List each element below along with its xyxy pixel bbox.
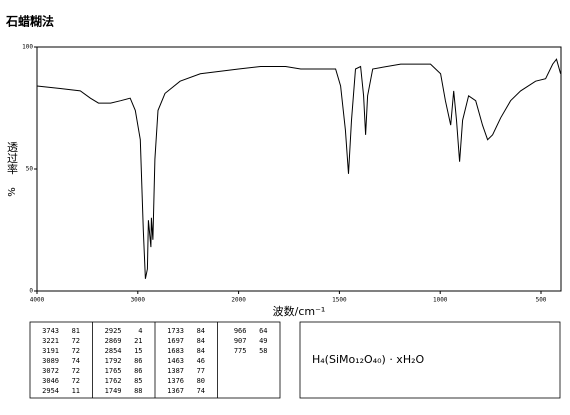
peak-wavenumber: 1387 — [167, 367, 184, 375]
y-tick-label: 50 — [26, 166, 34, 173]
peak-wavenumber: 3089 — [42, 357, 59, 365]
x-tick-label: 500 — [536, 297, 547, 304]
x-tick-label: 1000 — [433, 297, 448, 304]
peak-transmittance: 21 — [134, 337, 142, 345]
peak-transmittance: 84 — [197, 327, 205, 335]
x-tick-label: 1500 — [332, 297, 347, 304]
peak-transmittance: 58 — [259, 347, 267, 355]
peak-wavenumber: 1697 — [167, 337, 184, 345]
peak-transmittance: 84 — [197, 337, 205, 345]
peak-transmittance: 15 — [134, 347, 142, 355]
peak-wavenumber: 1463 — [167, 357, 184, 365]
x-tick-label: 2000 — [231, 297, 246, 304]
peak-transmittance: 81 — [72, 327, 80, 335]
peak-wavenumber: 2954 — [42, 387, 59, 395]
peak-transmittance: 46 — [197, 357, 205, 365]
x-axis-label: 波数/cm⁻¹ — [273, 305, 326, 318]
formula: H₄(SiMo₁₂O₄₀) · xH₂O — [312, 353, 425, 366]
peak-transmittance: 64 — [259, 327, 267, 335]
peak-transmittance: 86 — [134, 357, 142, 365]
peak-transmittance: 85 — [134, 377, 142, 385]
peak-wavenumber: 3221 — [42, 337, 59, 345]
peak-transmittance: 49 — [259, 337, 267, 345]
y-axis-unit: % — [7, 187, 18, 197]
x-tick-label: 3000 — [131, 297, 146, 304]
peak-transmittance: 74 — [72, 357, 80, 365]
x-tick-label: 4000 — [30, 297, 45, 304]
peak-transmittance: 72 — [72, 337, 80, 345]
peak-wavenumber: 3046 — [42, 377, 59, 385]
peak-transmittance: 11 — [72, 387, 80, 395]
peak-transmittance: 86 — [134, 367, 142, 375]
peak-wavenumber: 3072 — [42, 367, 59, 375]
peak-wavenumber: 1733 — [167, 327, 184, 335]
peak-wavenumber: 1762 — [105, 377, 122, 385]
plot-frame — [36, 46, 562, 292]
peak-transmittance: 74 — [197, 387, 205, 395]
peak-wavenumber: 1765 — [105, 367, 122, 375]
y-tick-label: 0 — [29, 288, 33, 295]
peak-transmittance: 88 — [134, 387, 142, 395]
peak-wavenumber: 2854 — [105, 347, 122, 355]
peak-wavenumber: 2869 — [105, 337, 122, 345]
y-tick-label: 100 — [22, 44, 33, 51]
y-axis-label: 透过率 — [6, 141, 19, 175]
peak-transmittance: 72 — [72, 367, 80, 375]
peak-wavenumber: 3191 — [42, 347, 59, 355]
peak-wavenumber: 1367 — [167, 387, 184, 395]
peak-wavenumber: 775 — [234, 347, 247, 355]
peak-transmittance: 84 — [197, 347, 205, 355]
peak-wavenumber: 966 — [234, 327, 247, 335]
formula-box — [299, 321, 561, 399]
spectrum-line — [36, 58, 562, 279]
peak-wavenumber: 907 — [234, 337, 247, 345]
peak-wavenumber: 3743 — [42, 327, 59, 335]
peak-transmittance: 72 — [72, 347, 80, 355]
peak-wavenumber: 1749 — [105, 387, 122, 395]
peak-transmittance: 72 — [72, 377, 80, 385]
peak-wavenumber: 1683 — [167, 347, 184, 355]
peak-transmittance: 4 — [138, 327, 142, 335]
peak-wavenumber: 2925 — [105, 327, 122, 335]
peak-wavenumber: 1376 — [167, 377, 184, 385]
peak-transmittance: 80 — [197, 377, 205, 385]
chart-title: 石蜡糊法 — [5, 14, 54, 29]
peak-wavenumber: 1792 — [105, 357, 122, 365]
peak-transmittance: 77 — [197, 367, 205, 375]
